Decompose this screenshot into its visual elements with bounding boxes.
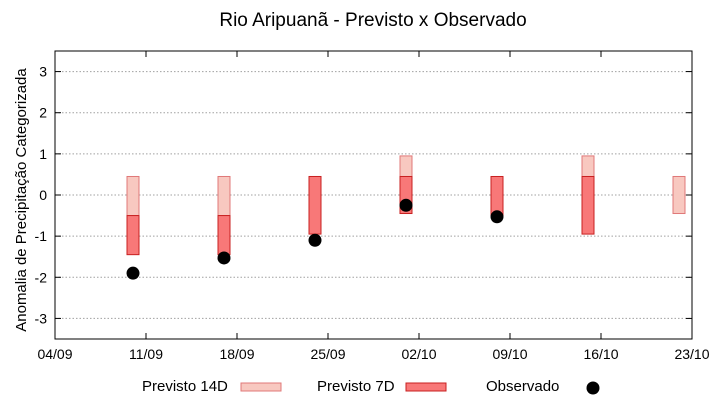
x-tick-label: 16/10 [583,346,618,362]
legend-swatch [240,382,282,392]
y-tick-label: 2 [39,105,47,121]
chart-marks [126,155,686,280]
range-bar [126,215,140,256]
range-bar [581,175,595,235]
legend-label: Previsto 14D [142,378,228,395]
chart-title: Rio Aripuanã - Previsto x Observado [219,10,526,31]
y-axis-label: Anomalia de Precipitação Categorizada [13,68,30,332]
range-bar [490,175,504,217]
y-tick-label: -1 [35,228,48,244]
y-tick-label: -2 [35,269,48,285]
x-tick-label: 02/10 [401,346,436,362]
y-tick-label: 1 [39,146,47,162]
range-bar [217,215,231,256]
x-tick-label: 09/10 [492,346,527,362]
x-tick-label: 18/09 [219,346,254,362]
x-tick-label: 25/09 [310,346,345,362]
y-tick-label: 3 [39,64,47,80]
axis-ticks: -3 -2 -1 0 1 2 3 04/09 11/09 18/09 25/09 02/10 09/10… [35,51,710,362]
x-tick-label: 04/09 [37,346,72,362]
range-bar [672,175,686,215]
observed-point [217,251,231,265]
observed-point [490,210,504,224]
x-tick-label: 11/09 [129,346,163,362]
x-tick-label: 23/10 [674,346,709,362]
observed-point [126,266,140,280]
range-bar [308,175,322,235]
y-tick-label: -3 [35,310,48,326]
observed-point [308,233,322,247]
range-bar [126,175,140,217]
y-tick-label: 0 [39,187,47,203]
legend: Previsto 14D Previsto 7D Observado [142,378,600,395]
legend-label: Observado [486,378,559,395]
range-bar [217,175,231,217]
legend-label: Previsto 7D [317,378,395,395]
observed-point [399,198,413,212]
legend-marker [586,381,600,395]
legend-swatch [405,382,447,392]
grid-lines [55,71,692,319]
